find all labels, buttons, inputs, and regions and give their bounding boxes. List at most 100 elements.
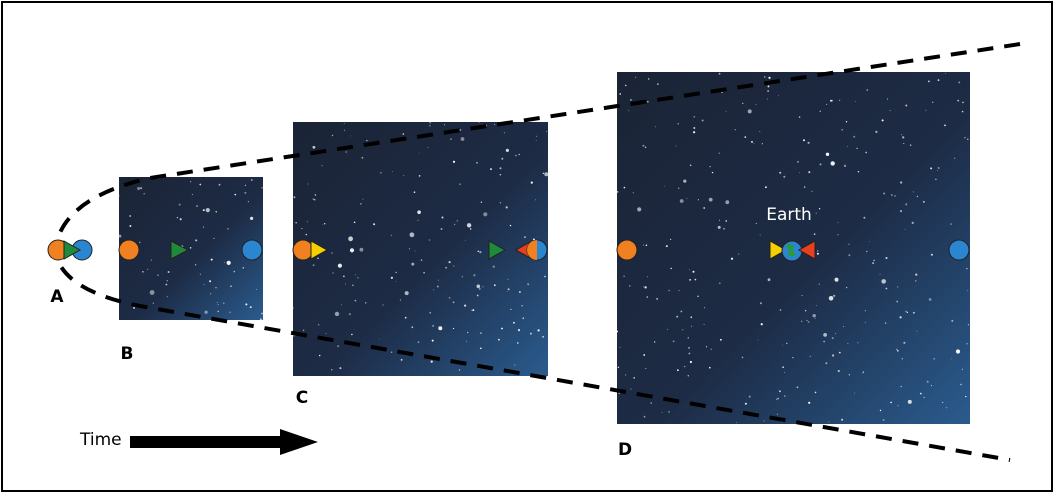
star	[885, 322, 886, 323]
star	[524, 236, 526, 238]
star	[886, 257, 888, 259]
star	[828, 421, 829, 422]
star	[841, 129, 843, 131]
star	[350, 136, 351, 137]
star	[633, 377, 635, 379]
star	[167, 280, 168, 281]
star	[442, 217, 444, 219]
star	[410, 232, 415, 237]
star	[365, 302, 366, 303]
star	[812, 191, 813, 192]
star	[480, 332, 481, 333]
star	[882, 119, 884, 121]
star	[354, 222, 356, 224]
star	[745, 136, 747, 138]
star	[679, 290, 680, 291]
star	[192, 194, 193, 195]
star	[315, 194, 316, 195]
star	[360, 248, 364, 252]
star	[459, 369, 460, 370]
star	[897, 350, 899, 352]
star	[466, 341, 467, 342]
star	[865, 310, 866, 311]
star	[693, 131, 695, 133]
star	[211, 259, 213, 261]
star	[518, 329, 520, 331]
star	[777, 414, 778, 415]
star	[797, 386, 799, 388]
star	[129, 215, 131, 217]
star	[668, 411, 669, 412]
star	[783, 176, 785, 178]
star	[690, 165, 692, 167]
star	[153, 303, 154, 304]
star	[966, 268, 968, 270]
star	[510, 309, 511, 310]
blue-galaxy	[242, 240, 262, 260]
star	[764, 76, 765, 77]
star	[698, 199, 699, 200]
star	[517, 342, 519, 344]
star	[802, 295, 803, 296]
star	[748, 109, 752, 113]
star	[865, 152, 867, 154]
star	[637, 207, 641, 211]
stage-label: D	[618, 440, 632, 460]
star	[883, 419, 885, 421]
star	[467, 332, 468, 333]
star	[676, 316, 678, 318]
star	[865, 322, 866, 323]
star	[464, 305, 466, 307]
star	[403, 175, 404, 176]
star	[203, 227, 204, 228]
star	[887, 99, 888, 100]
star	[913, 191, 914, 192]
star	[807, 320, 808, 321]
star	[217, 302, 218, 303]
star	[691, 316, 693, 318]
star	[799, 172, 800, 173]
star	[535, 200, 536, 201]
star	[341, 304, 342, 305]
star	[835, 333, 836, 334]
star	[313, 264, 315, 266]
star	[536, 136, 537, 137]
star	[620, 347, 621, 348]
star	[642, 145, 644, 147]
star	[373, 223, 375, 225]
star	[839, 100, 840, 101]
star	[855, 101, 856, 102]
star	[725, 200, 729, 204]
star	[831, 161, 835, 165]
star	[780, 309, 782, 311]
star	[480, 348, 482, 350]
star	[726, 111, 727, 112]
star	[133, 307, 135, 309]
star	[704, 324, 705, 325]
star	[838, 370, 840, 372]
star	[693, 127, 695, 129]
star	[872, 262, 874, 264]
star	[962, 102, 963, 103]
star	[847, 343, 848, 344]
star	[846, 287, 847, 288]
star	[819, 208, 820, 209]
star	[338, 264, 342, 268]
star	[677, 369, 679, 371]
star	[438, 326, 442, 330]
star	[500, 202, 501, 203]
star	[504, 132, 505, 133]
star	[856, 148, 857, 149]
star	[847, 146, 848, 147]
star	[477, 295, 479, 297]
star	[826, 153, 829, 156]
star	[960, 384, 961, 385]
star	[317, 258, 318, 259]
star	[779, 390, 781, 392]
star	[967, 290, 968, 291]
star	[473, 274, 475, 276]
star	[332, 272, 334, 274]
star	[204, 284, 205, 285]
star	[843, 326, 844, 327]
star	[216, 211, 217, 212]
